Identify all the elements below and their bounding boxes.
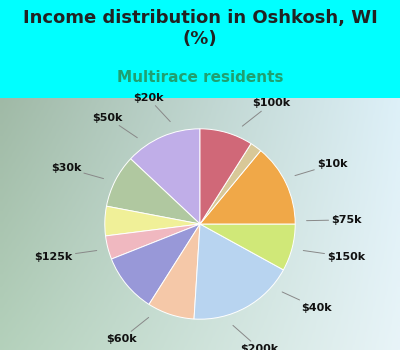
Wedge shape	[149, 224, 200, 319]
Wedge shape	[131, 129, 200, 224]
Text: $40k: $40k	[282, 292, 332, 313]
Wedge shape	[200, 150, 295, 224]
Wedge shape	[200, 144, 261, 224]
Text: $50k: $50k	[92, 113, 137, 138]
Wedge shape	[106, 224, 200, 259]
Text: $200k: $200k	[233, 326, 279, 350]
Text: $150k: $150k	[303, 251, 365, 262]
Wedge shape	[106, 159, 200, 224]
Wedge shape	[112, 224, 200, 304]
Text: $10k: $10k	[295, 159, 348, 176]
Text: $30k: $30k	[51, 163, 104, 179]
Wedge shape	[105, 206, 200, 236]
Text: $20k: $20k	[133, 93, 170, 121]
Wedge shape	[200, 224, 295, 270]
Text: $60k: $60k	[106, 317, 149, 344]
Text: Income distribution in Oshkosh, WI
(%): Income distribution in Oshkosh, WI (%)	[23, 9, 377, 48]
Wedge shape	[194, 224, 284, 319]
Text: $100k: $100k	[242, 98, 290, 126]
Wedge shape	[200, 129, 251, 224]
Text: $75k: $75k	[306, 215, 362, 225]
Text: Multirace residents: Multirace residents	[117, 70, 283, 85]
Text: $125k: $125k	[34, 251, 97, 262]
